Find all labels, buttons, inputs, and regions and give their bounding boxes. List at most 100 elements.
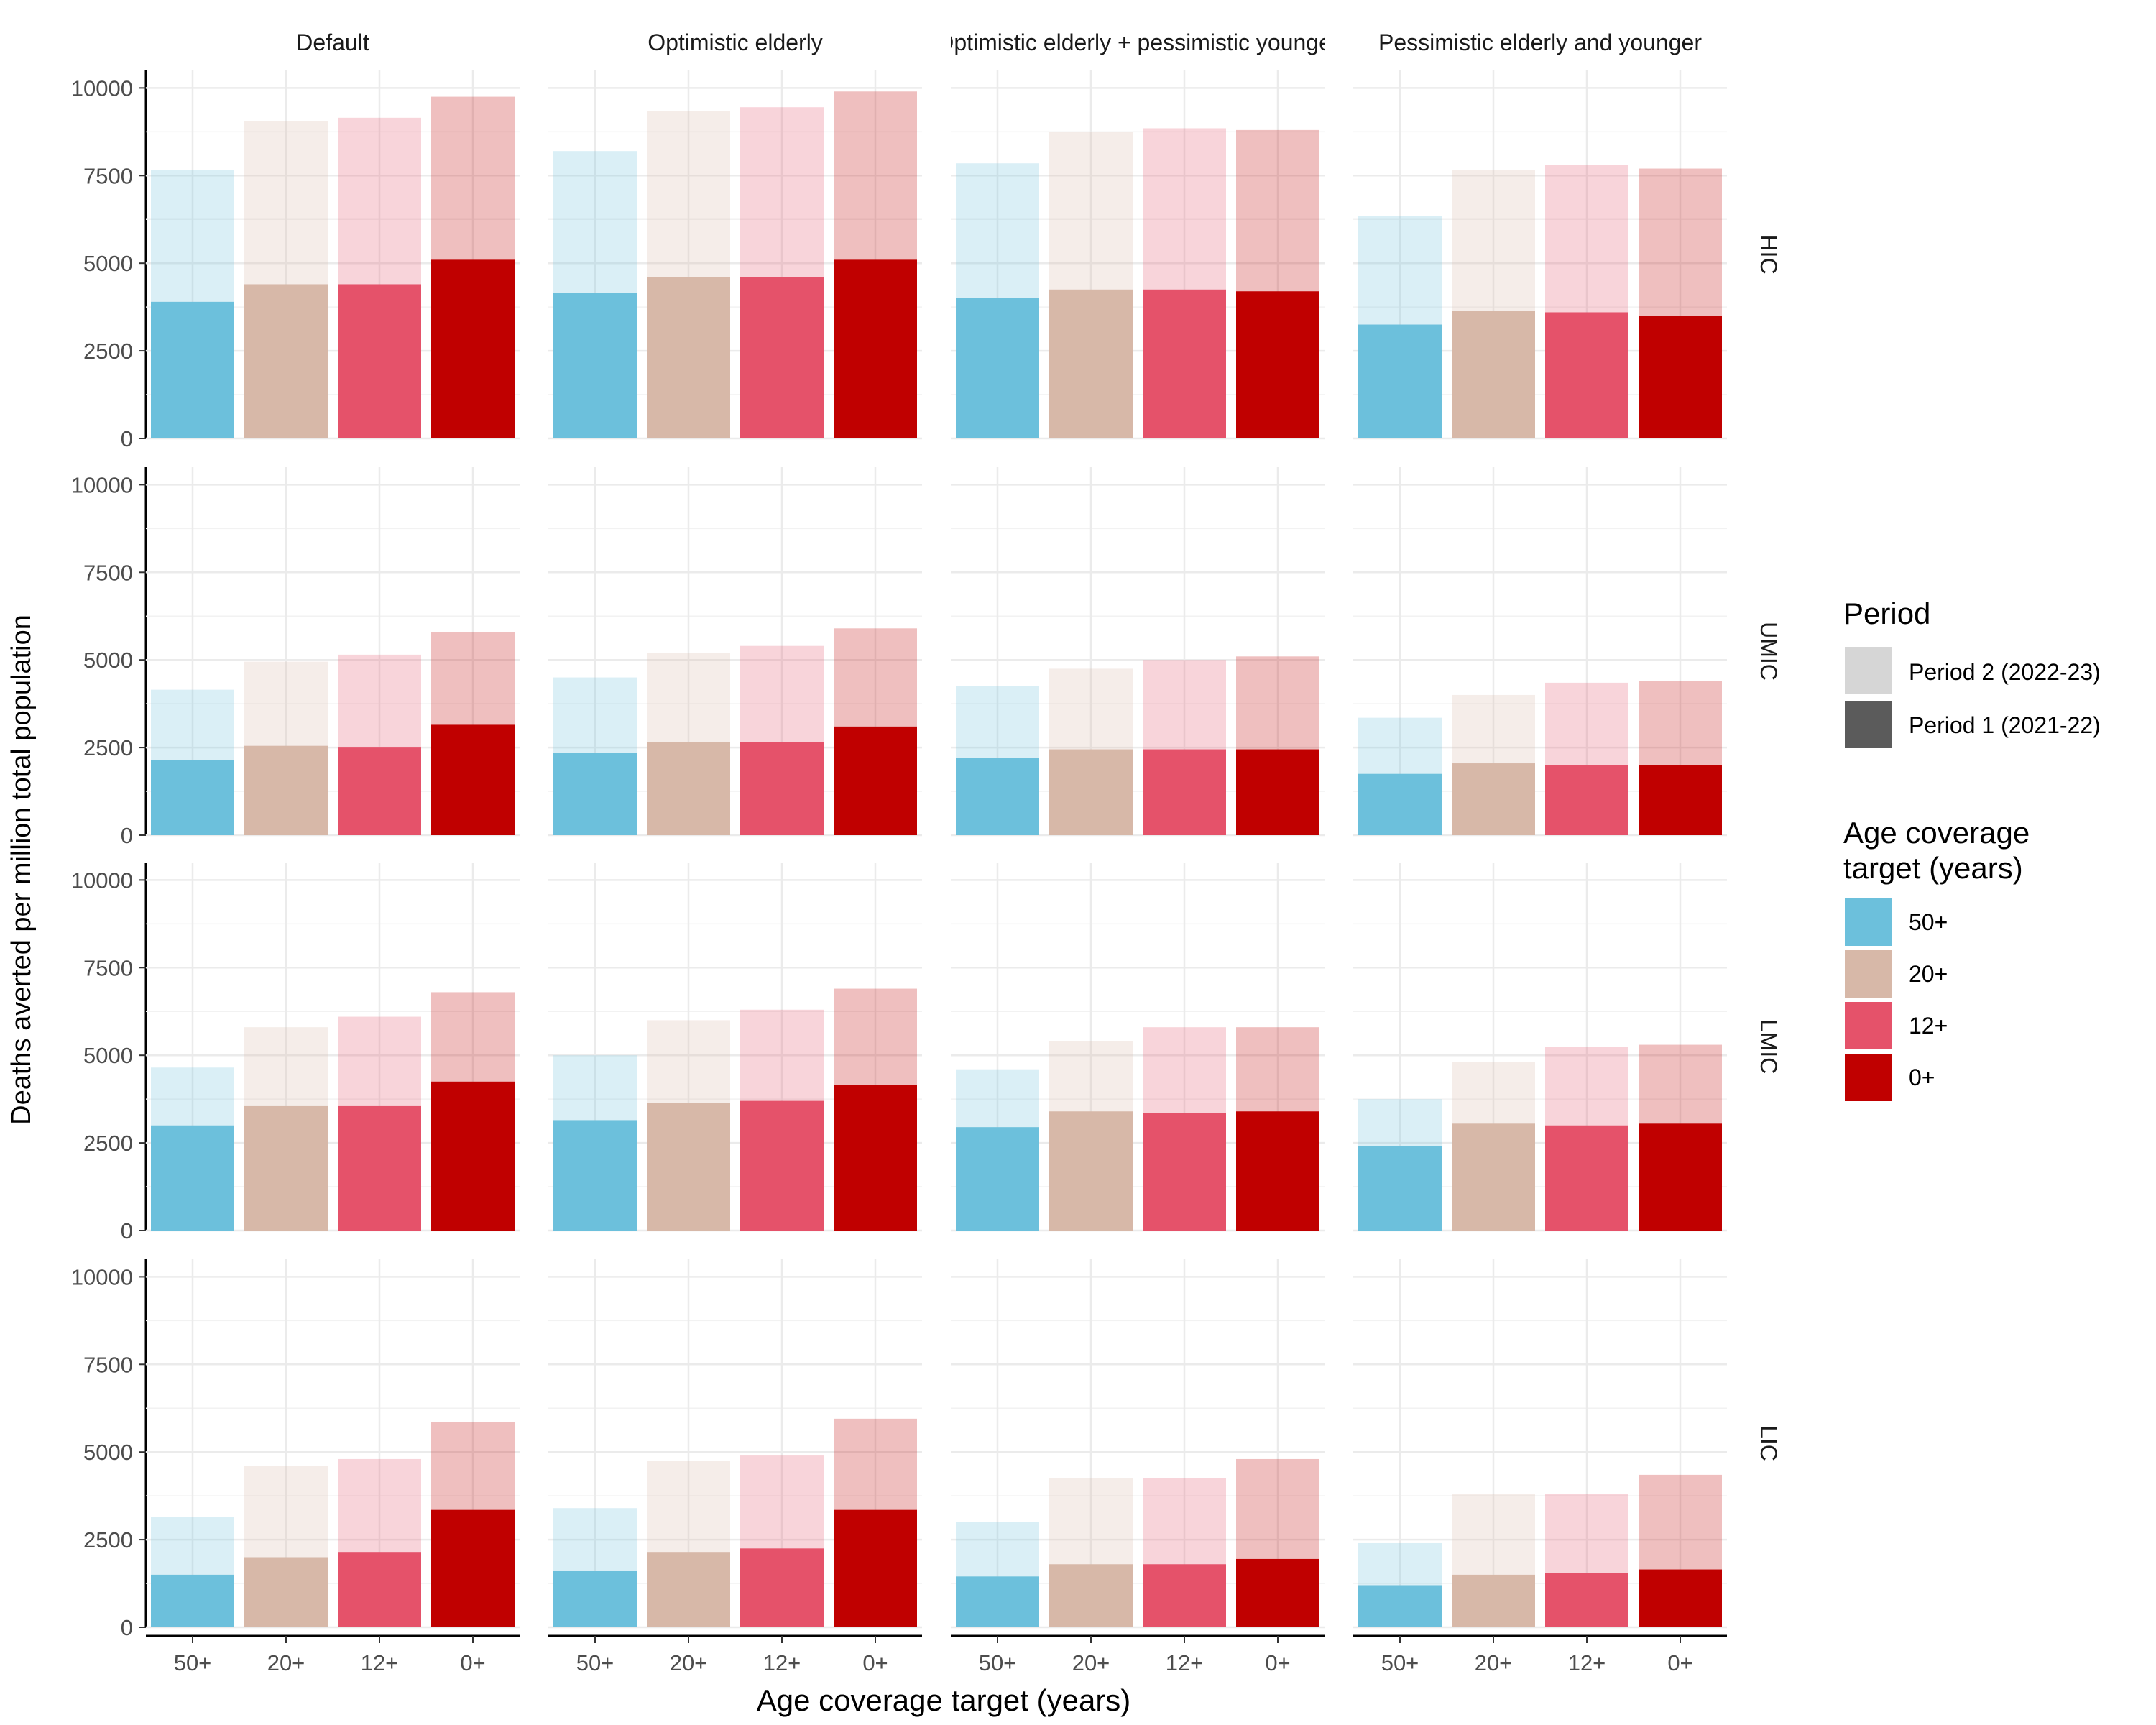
bar-period2-hic-optimistic-elderly-20 [647, 111, 730, 277]
bar-period2-lic-default-0 [431, 1422, 515, 1510]
panel-hic-default [146, 70, 520, 440]
bar-period2-umic-optimistic-elderly-pessimistic-younger-50 [956, 686, 1039, 758]
bar-period2-lmic-optimistic-elderly-20 [647, 1020, 730, 1103]
bar-period2-lmic-pessimistic-elderly-and-younger-50 [1358, 1099, 1442, 1146]
bar-period2-lic-default-12 [338, 1458, 421, 1552]
bar-period1-hic-pessimistic-elderly-and-younger-20 [1452, 310, 1535, 438]
x-tick-label: 50+ [979, 1650, 1017, 1675]
x-tick-label: 20+ [670, 1650, 708, 1675]
bar-period1-umic-default-50 [151, 760, 234, 835]
bar-period2-lmic-optimistic-elderly-pessimistic-younger-0 [1236, 1027, 1319, 1112]
legend-period-2-key [1845, 647, 1892, 694]
bar-period1-umic-pessimistic-elderly-and-younger-0 [1639, 765, 1722, 835]
bar-period2-hic-default-20 [244, 121, 328, 285]
panel-lmic-default [146, 862, 520, 1232]
facet-title-optimistic-elderly: Optimistic elderly [648, 29, 823, 55]
bar-period1-hic-pessimistic-elderly-and-younger-0 [1639, 316, 1722, 438]
bar-period2-umic-optimistic-elderly-0 [834, 628, 917, 727]
bar-period1-lmic-optimistic-elderly-pessimistic-younger-12 [1143, 1113, 1226, 1230]
bar-period2-lmic-optimistic-elderly-pessimistic-younger-50 [956, 1069, 1039, 1128]
legend-age-coverage: Age coverage target (years) 50+ 20+ 12+ … [1843, 816, 2030, 1101]
bar-period1-lic-pessimistic-elderly-and-younger-20 [1452, 1574, 1535, 1627]
bar-period2-umic-optimistic-elderly-20 [647, 653, 730, 742]
bar-period2-lic-optimistic-elderly-pessimistic-younger-0 [1236, 1458, 1319, 1559]
y-tick-label: 0 [121, 426, 133, 451]
bar-period1-umic-pessimistic-elderly-and-younger-50 [1358, 773, 1442, 835]
bar-period1-umic-optimistic-elderly-pessimistic-younger-20 [1049, 749, 1133, 835]
facet-row-label-umic: UMIC [1756, 622, 1782, 681]
x-tick-label: 50+ [1381, 1650, 1419, 1675]
bar-period1-lic-default-12 [338, 1552, 421, 1627]
panel-hic-pessimistic-elderly-and-younger [1353, 70, 1727, 440]
facet-row-label-lic: LIC [1756, 1425, 1782, 1461]
x-tick-label: 20+ [267, 1650, 305, 1675]
legend-age-12-key [1845, 1002, 1892, 1049]
bar-period1-lic-default-50 [151, 1574, 234, 1627]
bar-period1-hic-optimistic-elderly-pessimistic-younger-12 [1143, 289, 1226, 438]
bar-period1-lmic-default-0 [431, 1081, 515, 1230]
y-tick-label: 0 [121, 1218, 133, 1243]
bar-period2-hic-default-0 [431, 96, 515, 260]
bar-period1-hic-default-0 [431, 259, 515, 438]
bar-period1-hic-optimistic-elderly-20 [647, 277, 730, 438]
y-tick-label: 2500 [83, 1131, 133, 1156]
x-tick-label: 50+ [576, 1650, 614, 1675]
x-tick-label: 20+ [1072, 1650, 1110, 1675]
bar-period2-lic-pessimistic-elderly-and-younger-0 [1639, 1474, 1722, 1570]
bar-period1-lmic-default-50 [151, 1125, 234, 1230]
y-tick-label: 5000 [83, 251, 133, 276]
bar-period1-umic-optimistic-elderly-pessimistic-younger-50 [956, 758, 1039, 835]
bar-period1-lmic-pessimistic-elderly-and-younger-50 [1358, 1146, 1442, 1230]
bar-period1-hic-optimistic-elderly-50 [553, 293, 637, 438]
bar-period2-lic-optimistic-elderly-12 [740, 1455, 824, 1549]
facet-row-label-hic: HIC [1756, 234, 1782, 274]
bar-period1-umic-default-12 [338, 748, 421, 835]
bar-period2-lmic-default-0 [431, 992, 515, 1082]
panel-lic-default [146, 1259, 520, 1629]
y-tick-label: 2500 [83, 1527, 133, 1552]
bar-period1-hic-optimistic-elderly-pessimistic-younger-0 [1236, 291, 1319, 438]
y-tick-label: 10000 [71, 75, 133, 101]
y-tick-label: 7500 [83, 163, 133, 188]
bar-period1-hic-optimistic-elderly-pessimistic-younger-20 [1049, 289, 1133, 438]
bar-period2-hic-optimistic-elderly-pessimistic-younger-12 [1143, 128, 1226, 290]
bar-period1-lic-pessimistic-elderly-and-younger-12 [1545, 1573, 1628, 1627]
bar-period2-lmic-optimistic-elderly-50 [553, 1055, 637, 1121]
bar-period2-lmic-optimistic-elderly-pessimistic-younger-20 [1049, 1041, 1133, 1112]
facet-title-pessimistic-elderly-and-younger: Pessimistic elderly and younger [1378, 29, 1702, 55]
facet-title-optimistic-elderly-pessimistic-younger: Optimistic elderly + pessimistic younger [936, 29, 1339, 55]
bar-period1-umic-optimistic-elderly-pessimistic-younger-12 [1143, 749, 1226, 835]
bar-period2-lmic-pessimistic-elderly-and-younger-12 [1545, 1046, 1628, 1126]
bar-period1-lic-optimistic-elderly-pessimistic-younger-50 [956, 1576, 1039, 1627]
y-tick-label: 10000 [71, 1264, 133, 1289]
x-axis-title: Age coverage target (years) [757, 1683, 1131, 1717]
y-tick-label: 7500 [83, 560, 133, 585]
facet-title-default: Default [296, 29, 369, 55]
bar-period2-umic-default-50 [151, 689, 234, 760]
bar-period1-lic-optimistic-elderly-pessimistic-younger-0 [1236, 1558, 1319, 1627]
bar-period1-umic-pessimistic-elderly-and-younger-20 [1452, 763, 1535, 835]
x-tick-label: 50+ [174, 1650, 212, 1675]
bar-period2-hic-optimistic-elderly-12 [740, 107, 824, 277]
legend-age-50-key [1845, 898, 1892, 946]
bar-period2-lmic-optimistic-elderly-12 [740, 1009, 824, 1101]
panel-umic-optimistic-elderly [548, 467, 922, 837]
x-tick-label: 0+ [1265, 1650, 1290, 1675]
bar-period1-umic-pessimistic-elderly-and-younger-12 [1545, 765, 1628, 835]
x-tick-label: 12+ [763, 1650, 801, 1675]
bar-period2-umic-optimistic-elderly-12 [740, 645, 824, 742]
bar-period2-hic-pessimistic-elderly-and-younger-50 [1358, 216, 1442, 325]
y-tick-label: 5000 [83, 1440, 133, 1465]
y-tick-label: 0 [121, 823, 133, 848]
bar-period1-lic-optimistic-elderly-pessimistic-younger-12 [1143, 1564, 1226, 1627]
bar-period2-lic-default-20 [244, 1466, 328, 1558]
bar-period1-lmic-optimistic-elderly-pessimistic-younger-0 [1236, 1111, 1319, 1230]
x-tick-label: 20+ [1475, 1650, 1513, 1675]
bar-period2-lic-optimistic-elderly-0 [834, 1418, 917, 1510]
bar-period2-lmic-pessimistic-elderly-and-younger-20 [1452, 1062, 1535, 1124]
bar-period1-umic-default-20 [244, 745, 328, 835]
bar-period2-lic-pessimistic-elderly-and-younger-12 [1545, 1494, 1628, 1573]
legend-age-20-key [1845, 950, 1892, 998]
bar-period1-lic-optimistic-elderly-0 [834, 1509, 917, 1627]
